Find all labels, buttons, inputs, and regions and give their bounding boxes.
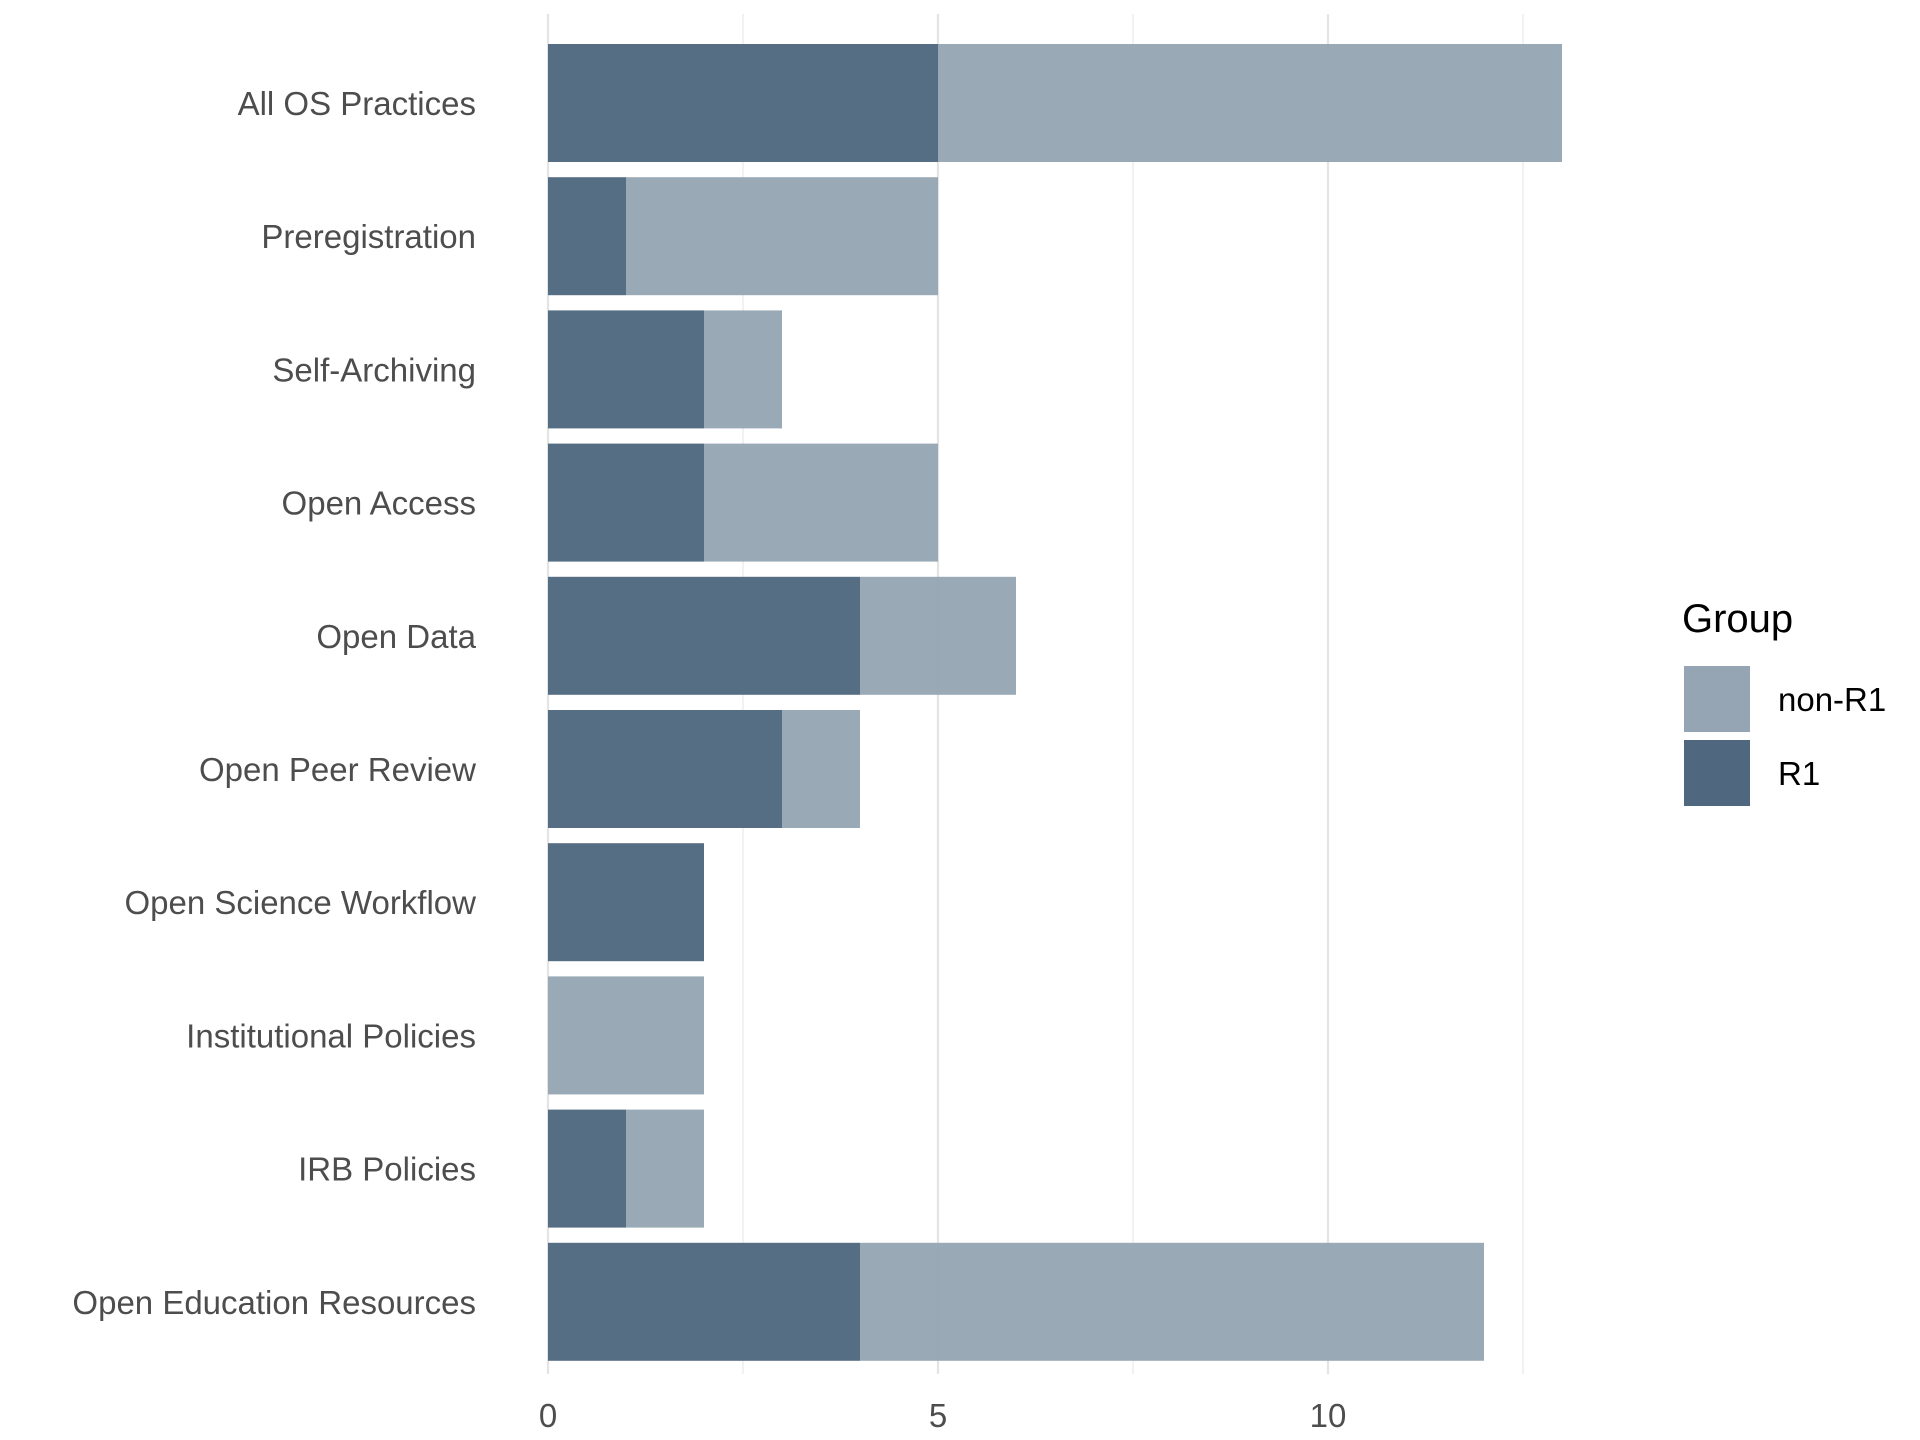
category-label: Open Education Resources	[72, 1284, 476, 1321]
bars	[548, 44, 1562, 1361]
bar-r1-9	[548, 1242, 860, 1361]
category-label: Self-Archiving	[272, 351, 476, 388]
bar-r1-1	[548, 177, 626, 296]
x-axis-ticks: 0 5 10	[539, 1397, 1347, 1434]
bar-non-r1-1	[626, 177, 938, 296]
category-label: Open Data	[316, 618, 476, 655]
x-tick-label: 10	[1310, 1397, 1347, 1434]
category-label: Open Peer Review	[199, 751, 476, 788]
bar-r1-2	[548, 310, 704, 429]
category-label: IRB Policies	[298, 1151, 476, 1188]
bar-non-r1-0	[938, 44, 1562, 162]
bar-r1-6	[548, 843, 704, 962]
category-labels: All OS Practices Preregistration Self-Arch…	[72, 85, 476, 1321]
category-label: Institutional Policies	[186, 1017, 476, 1054]
bar-non-r1-8	[626, 1109, 704, 1228]
category-label: Open Access	[282, 485, 476, 522]
legend-label-non-r1: non-R1	[1778, 681, 1886, 718]
legend-key-non-r1	[1684, 666, 1750, 732]
category-label: Open Science Workflow	[124, 884, 476, 921]
bar-non-r1-9	[860, 1242, 1484, 1361]
legend: Group non-R1 R1	[1682, 597, 1886, 806]
bar-non-r1-3	[704, 443, 938, 562]
bar-non-r1-2	[704, 310, 782, 429]
legend-title: Group	[1682, 597, 1793, 641]
bar-r1-0	[548, 44, 938, 162]
category-label: All OS Practices	[238, 85, 476, 122]
bar-non-r1-4	[860, 576, 1016, 695]
legend-key-r1	[1684, 740, 1750, 806]
x-tick-label: 0	[539, 1397, 557, 1434]
x-tick-label: 5	[929, 1397, 947, 1434]
category-label: Preregistration	[261, 218, 476, 255]
bar-r1-3	[548, 443, 704, 562]
bar-r1-8	[548, 1109, 626, 1228]
bar-non-r1-7	[548, 976, 704, 1095]
bar-non-r1-5	[782, 710, 860, 828]
bar-r1-5	[548, 710, 782, 828]
bar-r1-4	[548, 576, 860, 695]
legend-label-r1: R1	[1778, 755, 1820, 792]
